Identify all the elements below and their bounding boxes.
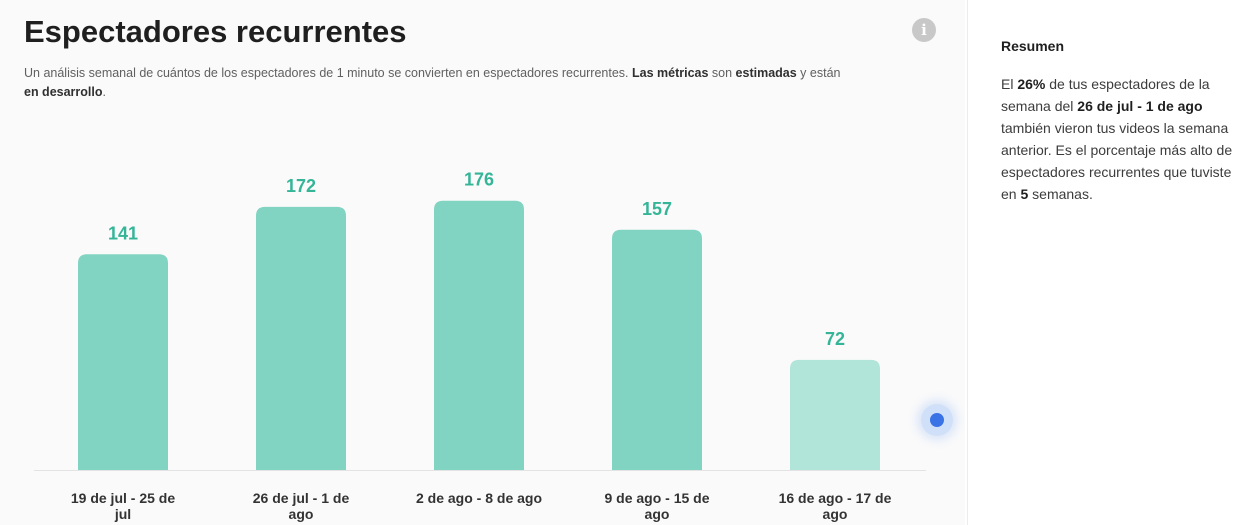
chart-subtitle: Un análisis semanal de cuántos de los es… bbox=[24, 64, 854, 102]
info-icon[interactable]: i bbox=[912, 18, 936, 42]
summary-text-2: de tus espectadores de la semana del bbox=[1001, 76, 1210, 114]
x-tick-label-3: 9 de ago - 15 de ago bbox=[604, 490, 709, 522]
data-label-4: 72 bbox=[825, 329, 845, 349]
data-label-1: 172 bbox=[286, 176, 316, 196]
x-tick-label-4: 16 de ago - 17 de ago bbox=[779, 490, 892, 522]
summary-text: El 26% de tus espectadores de la semana … bbox=[1001, 73, 1239, 205]
summary-text-3: también vieron tus videos la semana ante… bbox=[1001, 120, 1233, 202]
summary-text-1: El bbox=[1001, 76, 1018, 92]
bar-4[interactable] bbox=[790, 359, 880, 470]
subtitle-text-4: . bbox=[102, 85, 106, 99]
x-tick-label-1: 26 de jul - 1 de ago bbox=[253, 490, 350, 522]
summary-percent: 26% bbox=[1017, 76, 1046, 92]
summary-week: 26 de jul - 1 de ago bbox=[1077, 98, 1203, 114]
summary-weeks-count: 5 bbox=[1020, 186, 1029, 202]
bar-2[interactable] bbox=[434, 200, 524, 470]
subtitle-text-2: son bbox=[708, 66, 736, 80]
subtitle-bold-metrics: Las métricas bbox=[632, 66, 709, 80]
bar-0[interactable] bbox=[78, 254, 168, 470]
bar-3[interactable] bbox=[612, 229, 702, 470]
scroll-indicator[interactable] bbox=[921, 404, 953, 436]
x-tick-label-0: 19 de jul - 25 de jul bbox=[71, 490, 175, 522]
data-label-3: 157 bbox=[642, 199, 672, 219]
subtitle-text-3: y están bbox=[796, 66, 841, 80]
subtitle-text: Un análisis semanal de cuántos de los es… bbox=[24, 66, 632, 80]
subtitle-bold-estimated: estimadas bbox=[735, 66, 797, 80]
bar-chart: 141 19 de jul - 25 de jul 172 26 de jul - 1 … bbox=[34, 170, 926, 522]
bar-1[interactable] bbox=[256, 206, 346, 470]
data-label-2: 176 bbox=[464, 170, 494, 190]
summary-text-4: semanas. bbox=[1028, 186, 1093, 202]
chart-panel: Espectadores recurrentes i Un análisis s… bbox=[24, 14, 953, 522]
x-tick-label-2: 2 de ago - 8 de ago bbox=[416, 490, 542, 506]
scroll-dot-icon[interactable] bbox=[930, 413, 944, 427]
subtitle-bold-development: en desarrollo bbox=[24, 85, 103, 99]
summary-title: Resumen bbox=[1001, 38, 1065, 54]
data-label-0: 141 bbox=[108, 223, 138, 243]
summary-panel: Resumen El 26% de tus espectadores de la… bbox=[967, 0, 1247, 525]
page-title: Espectadores recurrentes bbox=[24, 14, 407, 49]
